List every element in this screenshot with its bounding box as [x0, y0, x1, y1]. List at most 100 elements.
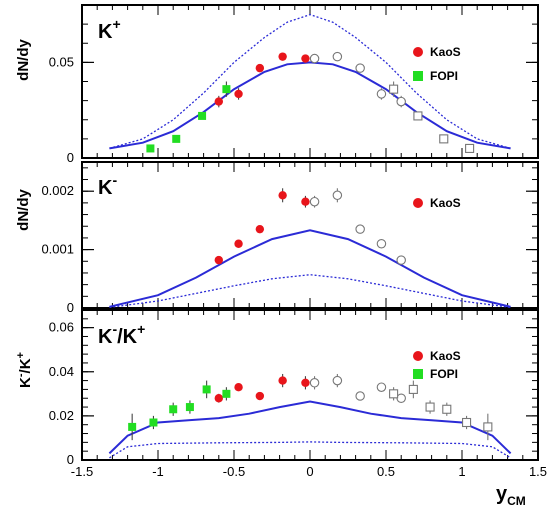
- panel-label: K-: [98, 172, 117, 199]
- data-point: [149, 418, 158, 427]
- panel-label: K+: [98, 16, 121, 43]
- data-point-open: [408, 384, 418, 394]
- x-tick-label: 1: [458, 464, 465, 479]
- data-point-open: [425, 402, 435, 412]
- plot-frame: [81, 309, 539, 461]
- data-point: [255, 224, 265, 234]
- model-curve-solid: [109, 61, 511, 150]
- data-point: [169, 405, 178, 414]
- y-tick-label: 0.04: [49, 364, 74, 379]
- data-point: [128, 422, 137, 431]
- data-point: [301, 197, 310, 206]
- data-point: [278, 191, 287, 200]
- data-point: [185, 403, 194, 412]
- data-point: [214, 97, 223, 106]
- panel-2: 0 0.001 0.002 K-dN/dy KaoS: [15, 161, 539, 315]
- y-ticks: 0 0.02 0.04 0.06: [49, 318, 538, 467]
- x-tick-label: -1.5: [71, 464, 93, 479]
- data-point-open: [376, 239, 387, 249]
- series-fopi: [128, 380, 231, 441]
- series-fopi: [146, 81, 231, 153]
- x-tick-label: -0.5: [223, 464, 245, 479]
- y-tick-label: 0.002: [41, 183, 74, 198]
- data-point: [222, 85, 231, 94]
- legend-marker: [413, 351, 423, 361]
- data-point-open: [376, 382, 387, 392]
- plot-frame: [81, 4, 539, 159]
- y-axis-label: dN/dy: [15, 39, 32, 81]
- y-tick-label: 0.05: [49, 54, 74, 69]
- data-point-open: [465, 143, 475, 153]
- series-kaos-reflected: [309, 188, 406, 265]
- y-tick-label: 0.001: [41, 242, 74, 257]
- series-kaos-reflected: [309, 51, 406, 108]
- data-point-open: [332, 190, 343, 201]
- model-curve-solid: [109, 229, 511, 308]
- data-point: [255, 63, 265, 73]
- data-point-open: [355, 63, 365, 73]
- data-point: [278, 376, 287, 385]
- data-point: [234, 239, 243, 248]
- data-point: [234, 89, 243, 99]
- x-axis-label: yCM: [496, 483, 526, 508]
- y-axis-label: dN/dy: [15, 189, 32, 231]
- model-curve-dotted: [109, 441, 511, 459]
- data-point-open: [309, 378, 320, 388]
- data-point: [214, 255, 223, 265]
- data-point-open: [309, 53, 320, 64]
- data-point: [146, 144, 155, 153]
- panel-3: 0 0.02 0.04 0.06 -1.5 -1 -0.5 0 0.5 1 1.5 K-/K+ K-/K…: [15, 309, 547, 508]
- data-point: [198, 111, 207, 120]
- series-kaos-reflected: [309, 373, 406, 403]
- data-point: [278, 52, 287, 61]
- y-ticks: 00.05: [49, 4, 538, 165]
- plot-frame: [81, 161, 539, 309]
- data-point: [301, 378, 310, 387]
- y-tick-label: 0: [67, 452, 74, 467]
- legend: KaoS: [413, 196, 461, 210]
- data-point-open: [483, 422, 493, 432]
- legend-marker: [413, 369, 423, 379]
- x-ticks: [81, 5, 539, 158]
- legend-label: KaoS: [430, 45, 461, 59]
- legend-marker: [413, 198, 423, 208]
- data-point: [234, 383, 243, 392]
- data-point-open: [332, 375, 343, 386]
- legend: KaoS FOPI: [413, 45, 461, 83]
- data-point-open: [389, 389, 399, 399]
- y-tick-label: 0: [67, 300, 74, 315]
- legend: KaoS FOPI: [413, 349, 461, 381]
- data-point-open: [332, 51, 343, 62]
- data-point-open: [389, 84, 399, 94]
- data-point-open: [396, 255, 406, 265]
- data-point: [255, 391, 265, 401]
- legend-label: KaoS: [430, 196, 461, 210]
- legend-label: FOPI: [430, 69, 458, 83]
- legend-label: FOPI: [430, 367, 458, 381]
- x-tick-label: 1.5: [529, 464, 547, 479]
- y-tick-label: 0.02: [49, 408, 74, 423]
- model-curve-solid: [108, 400, 512, 455]
- data-point-open: [355, 224, 365, 234]
- model-curve-dotted: [109, 13, 511, 150]
- x-ticks: -1.5 -1 -0.5 0 0.5 1 1.5: [71, 310, 547, 479]
- series-fopi-reflected: [389, 81, 475, 153]
- data-point-open: [442, 404, 452, 414]
- x-ticks: [81, 162, 539, 308]
- legend-label: KaoS: [430, 349, 461, 363]
- model-curves: [109, 229, 511, 309]
- x-tick-label: 0.5: [377, 464, 395, 479]
- legend-marker: [413, 47, 423, 57]
- data-point: [214, 394, 223, 403]
- data-point-open: [462, 417, 472, 428]
- model-curves: [109, 13, 511, 150]
- legend-marker: [413, 71, 423, 81]
- series-fopi-reflected: [389, 380, 493, 441]
- y-tick-label: 0.06: [49, 320, 74, 335]
- y-ticks: 0 0.001 0.002: [41, 167, 538, 315]
- data-point-open: [439, 134, 449, 144]
- y-tick-label: 0: [67, 150, 74, 165]
